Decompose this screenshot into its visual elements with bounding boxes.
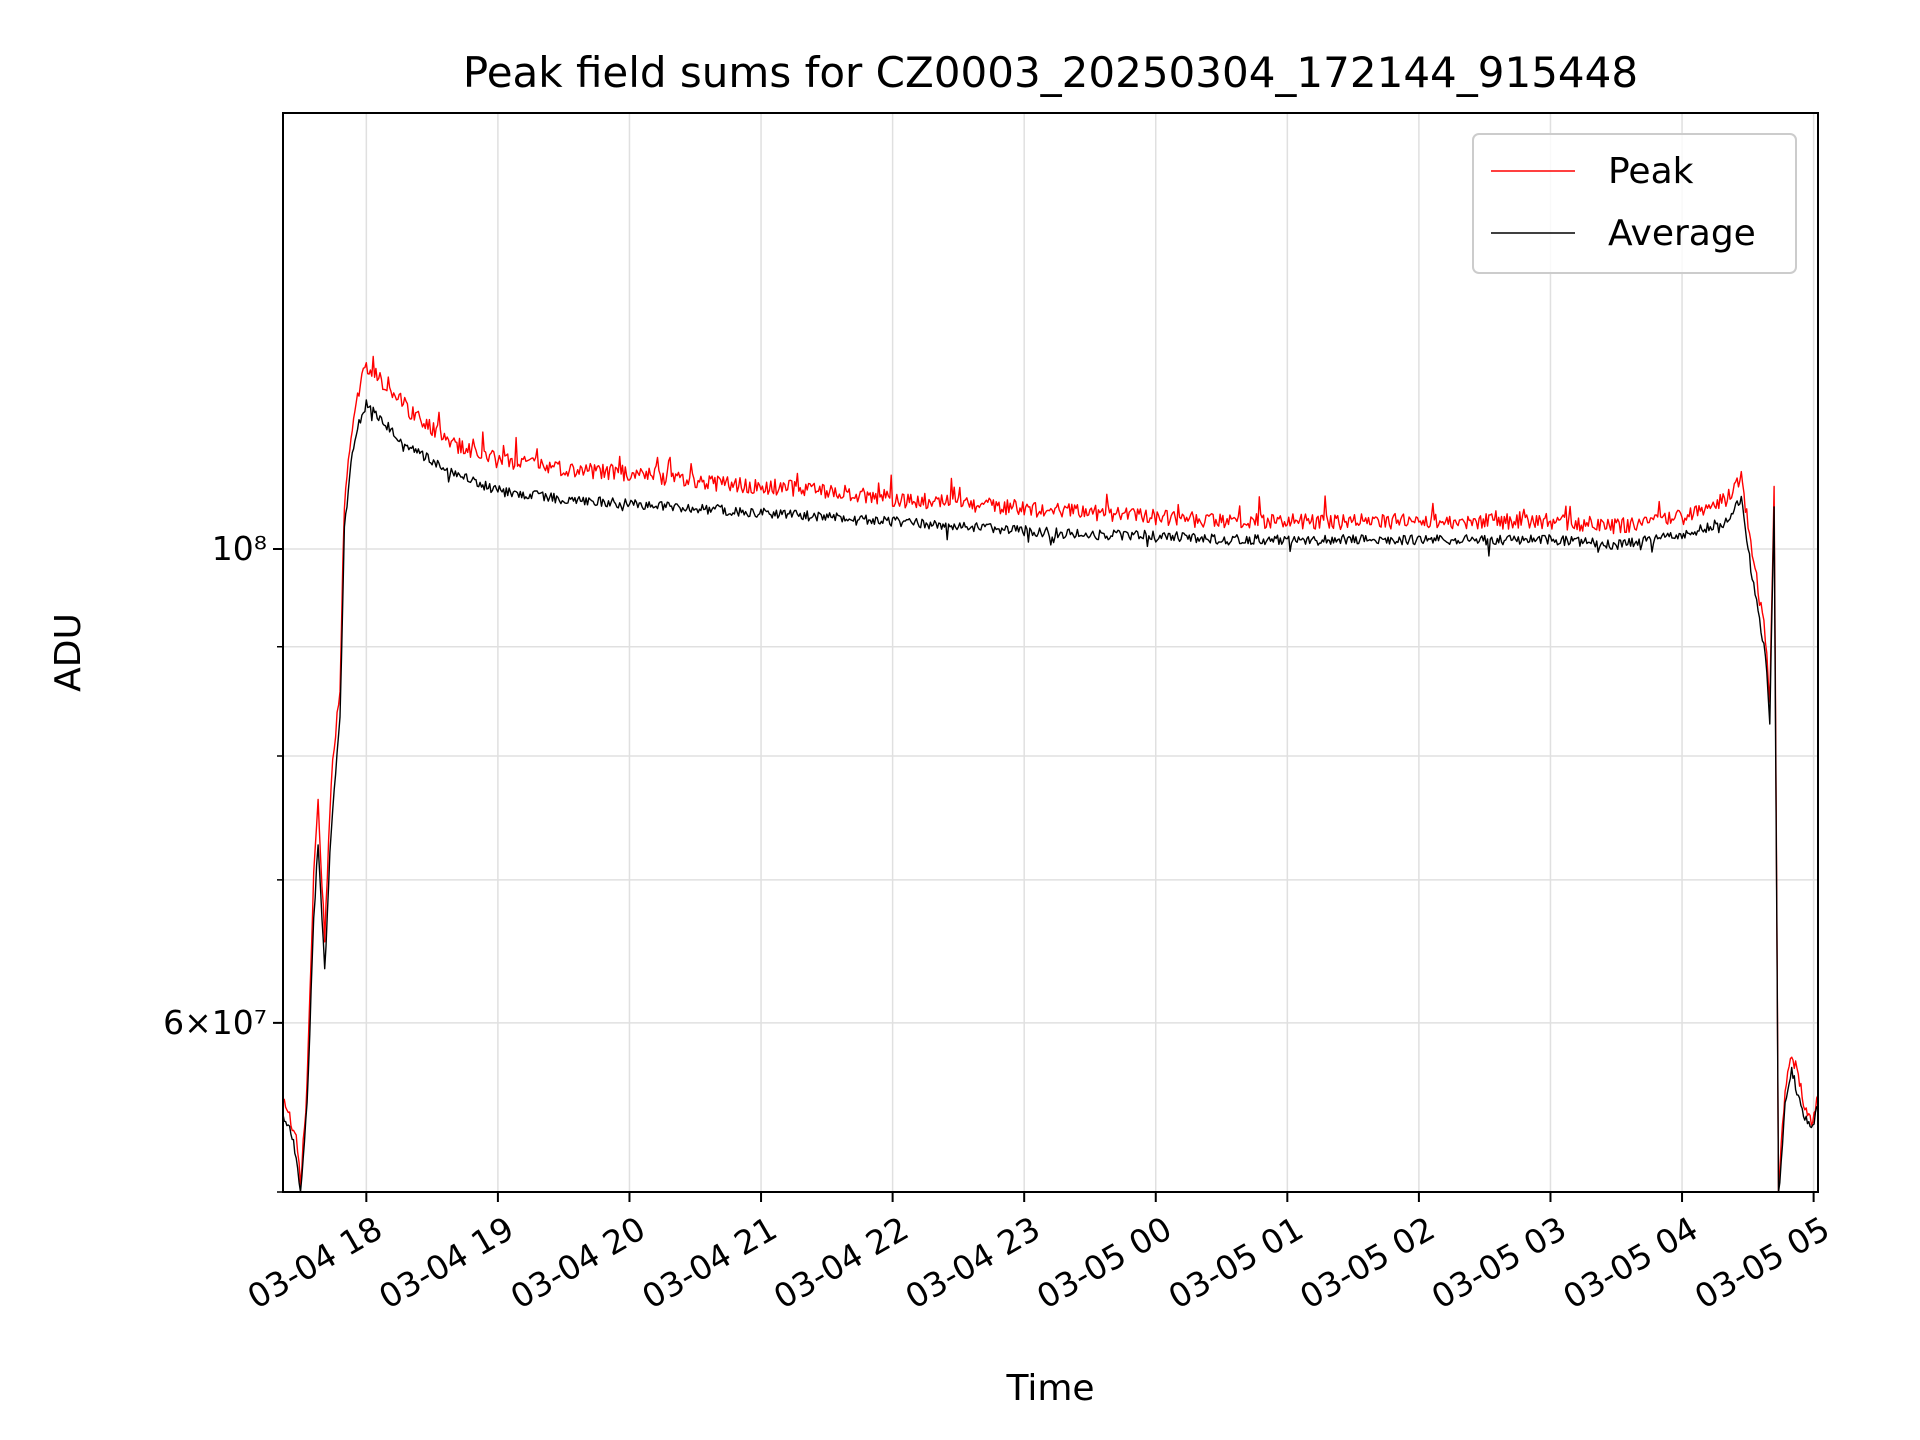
legend: Peak Average <box>1472 133 1797 274</box>
legend-box <box>1472 133 1797 274</box>
y-tick-label: 6×10⁷ <box>163 1003 267 1042</box>
plot-frame <box>282 112 1819 1193</box>
chart-title: Peak field sums for CZ0003_20250304_1721… <box>463 48 1638 97</box>
series-line-peak <box>282 355 1819 1193</box>
legend-label-average: Average <box>1608 213 1756 254</box>
series-lines <box>282 355 1819 1193</box>
y-tick-label: 10⁸ <box>212 529 267 568</box>
y-axis-label: ADU <box>48 613 89 692</box>
series-line-average <box>282 399 1819 1193</box>
legend-label-peak: Peak <box>1608 151 1694 192</box>
x-axis-label: Time <box>1005 1368 1094 1409</box>
